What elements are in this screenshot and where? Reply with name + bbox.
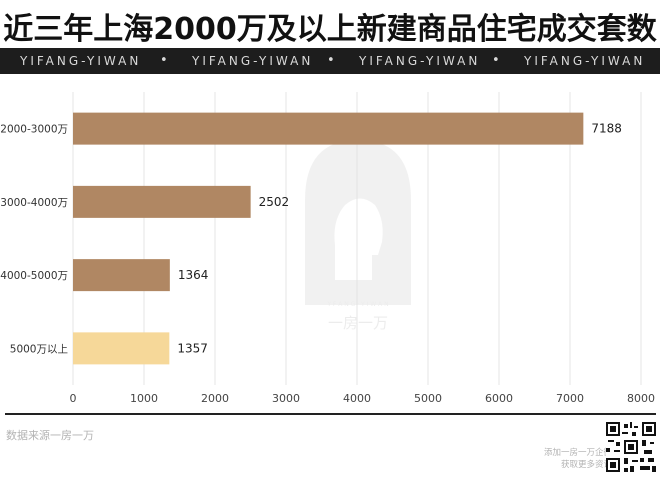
banner-dot: •: [327, 53, 335, 68]
bar: [73, 185, 251, 218]
watermark-text: 一房一万: [328, 314, 388, 332]
x-tick-label: 5000: [414, 392, 442, 405]
banner-text: YIFANG-YIWAN: [524, 54, 646, 68]
source-note: 数据来源一房一万: [6, 429, 94, 442]
bar: [73, 259, 170, 292]
brand-banner: YIFANG-YIWAN • YIFANG-YIWAN • YIFANG-YIW…: [0, 48, 660, 74]
banner-dot: •: [160, 53, 168, 68]
x-tick-label: 8000: [627, 392, 655, 405]
banner-dot: •: [492, 53, 500, 68]
x-tick-label: 7000: [556, 392, 584, 405]
watermark-face-shape: [334, 198, 383, 280]
x-tick-label: 1000: [130, 392, 158, 405]
category-label: 2000-3000万: [0, 124, 68, 136]
category-label: 5000万以上: [10, 343, 68, 355]
x-tick-label: 2000: [201, 392, 229, 405]
bar: [73, 332, 170, 365]
bottom-rule: [5, 413, 656, 415]
chart-title: 近三年上海2000万及以上新建商品住宅成交套数: [3, 12, 657, 47]
watermark-logo: Y F A N G · Y I W A N 一房一万: [305, 140, 411, 332]
qr-caption-line: 获取更多资讯: [560, 460, 612, 470]
data-label: 1364: [178, 268, 209, 282]
qr-code-icon: [606, 422, 656, 472]
x-tick-label: 3000: [272, 392, 300, 405]
x-tick-label: 0: [70, 392, 77, 405]
x-tick-label: 4000: [343, 392, 371, 405]
data-label: 7188: [591, 122, 622, 136]
bar: [73, 112, 584, 145]
qr-caption-line: 添加一房一万企微: [543, 448, 612, 458]
banner-text: YIFANG-YIWAN: [20, 54, 142, 68]
watermark-arch-shape: [305, 140, 411, 305]
banner-text: YIFANG-YIWAN: [192, 54, 314, 68]
banner-text: YIFANG-YIWAN: [359, 54, 481, 68]
bar-chart: Y F A N G · Y I W A N 一房一万 2000-3000万 718…: [0, 92, 655, 405]
data-label: 2502: [259, 195, 290, 209]
category-label: 4000-5000万: [0, 270, 68, 282]
qr-caption: 添加一房一万企微 获取更多资讯: [524, 447, 612, 471]
data-label: 1357: [177, 341, 208, 355]
x-tick-label: 6000: [485, 392, 513, 405]
category-label: 3000-4000万: [0, 197, 68, 209]
